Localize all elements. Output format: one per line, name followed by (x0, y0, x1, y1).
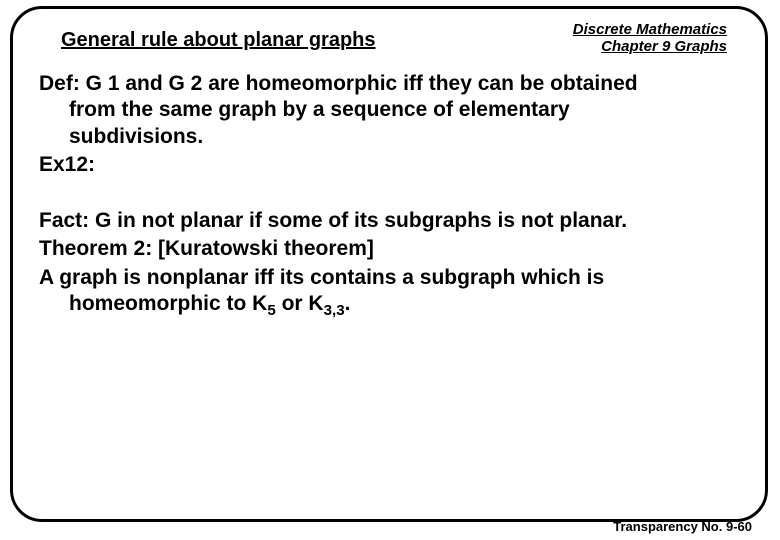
nonplanar-block: A graph is nonplanar iff its contains a … (39, 265, 739, 318)
theorem-line: Theorem 2: [Kuratowski theorem] (39, 236, 739, 262)
period: . (345, 292, 351, 315)
fact-line: Fact: G in not planar if some of its sub… (39, 208, 739, 234)
course-line-1: Discrete Mathematics (573, 21, 727, 38)
def-line-2: from the same graph by a sequence of ele… (39, 97, 739, 123)
course-line-2: Chapter 9 Graphs (573, 38, 727, 55)
transparency-footer: Transparency No. 9-60 (613, 519, 752, 534)
subscript-5: 5 (267, 302, 275, 319)
slide-frame: General rule about planar graphs Discret… (10, 6, 768, 522)
section-title: General rule about planar graphs (61, 21, 376, 52)
course-info: Discrete Mathematics Chapter 9 Graphs (573, 21, 733, 56)
def-line-3: subdivisions. (39, 124, 739, 150)
slide-content: Def: G 1 and G 2 are homeomorphic iff th… (39, 71, 739, 319)
definition-block: Def: G 1 and G 2 are homeomorphic iff th… (39, 71, 739, 150)
graph-line-2-prefix: homeomorphic to K (69, 292, 267, 315)
slide-header: General rule about planar graphs Discret… (61, 21, 733, 56)
subscript-33: 3,3 (324, 302, 345, 319)
spacer (39, 180, 739, 208)
graph-line-2: homeomorphic to K5 or K3,3. (39, 291, 739, 317)
graph-line-1: A graph is nonplanar iff its contains a … (39, 265, 739, 291)
or-text: or K (276, 292, 324, 315)
def-line-1: Def: G 1 and G 2 are homeomorphic iff th… (39, 71, 739, 97)
example-label: Ex12: (39, 152, 739, 178)
